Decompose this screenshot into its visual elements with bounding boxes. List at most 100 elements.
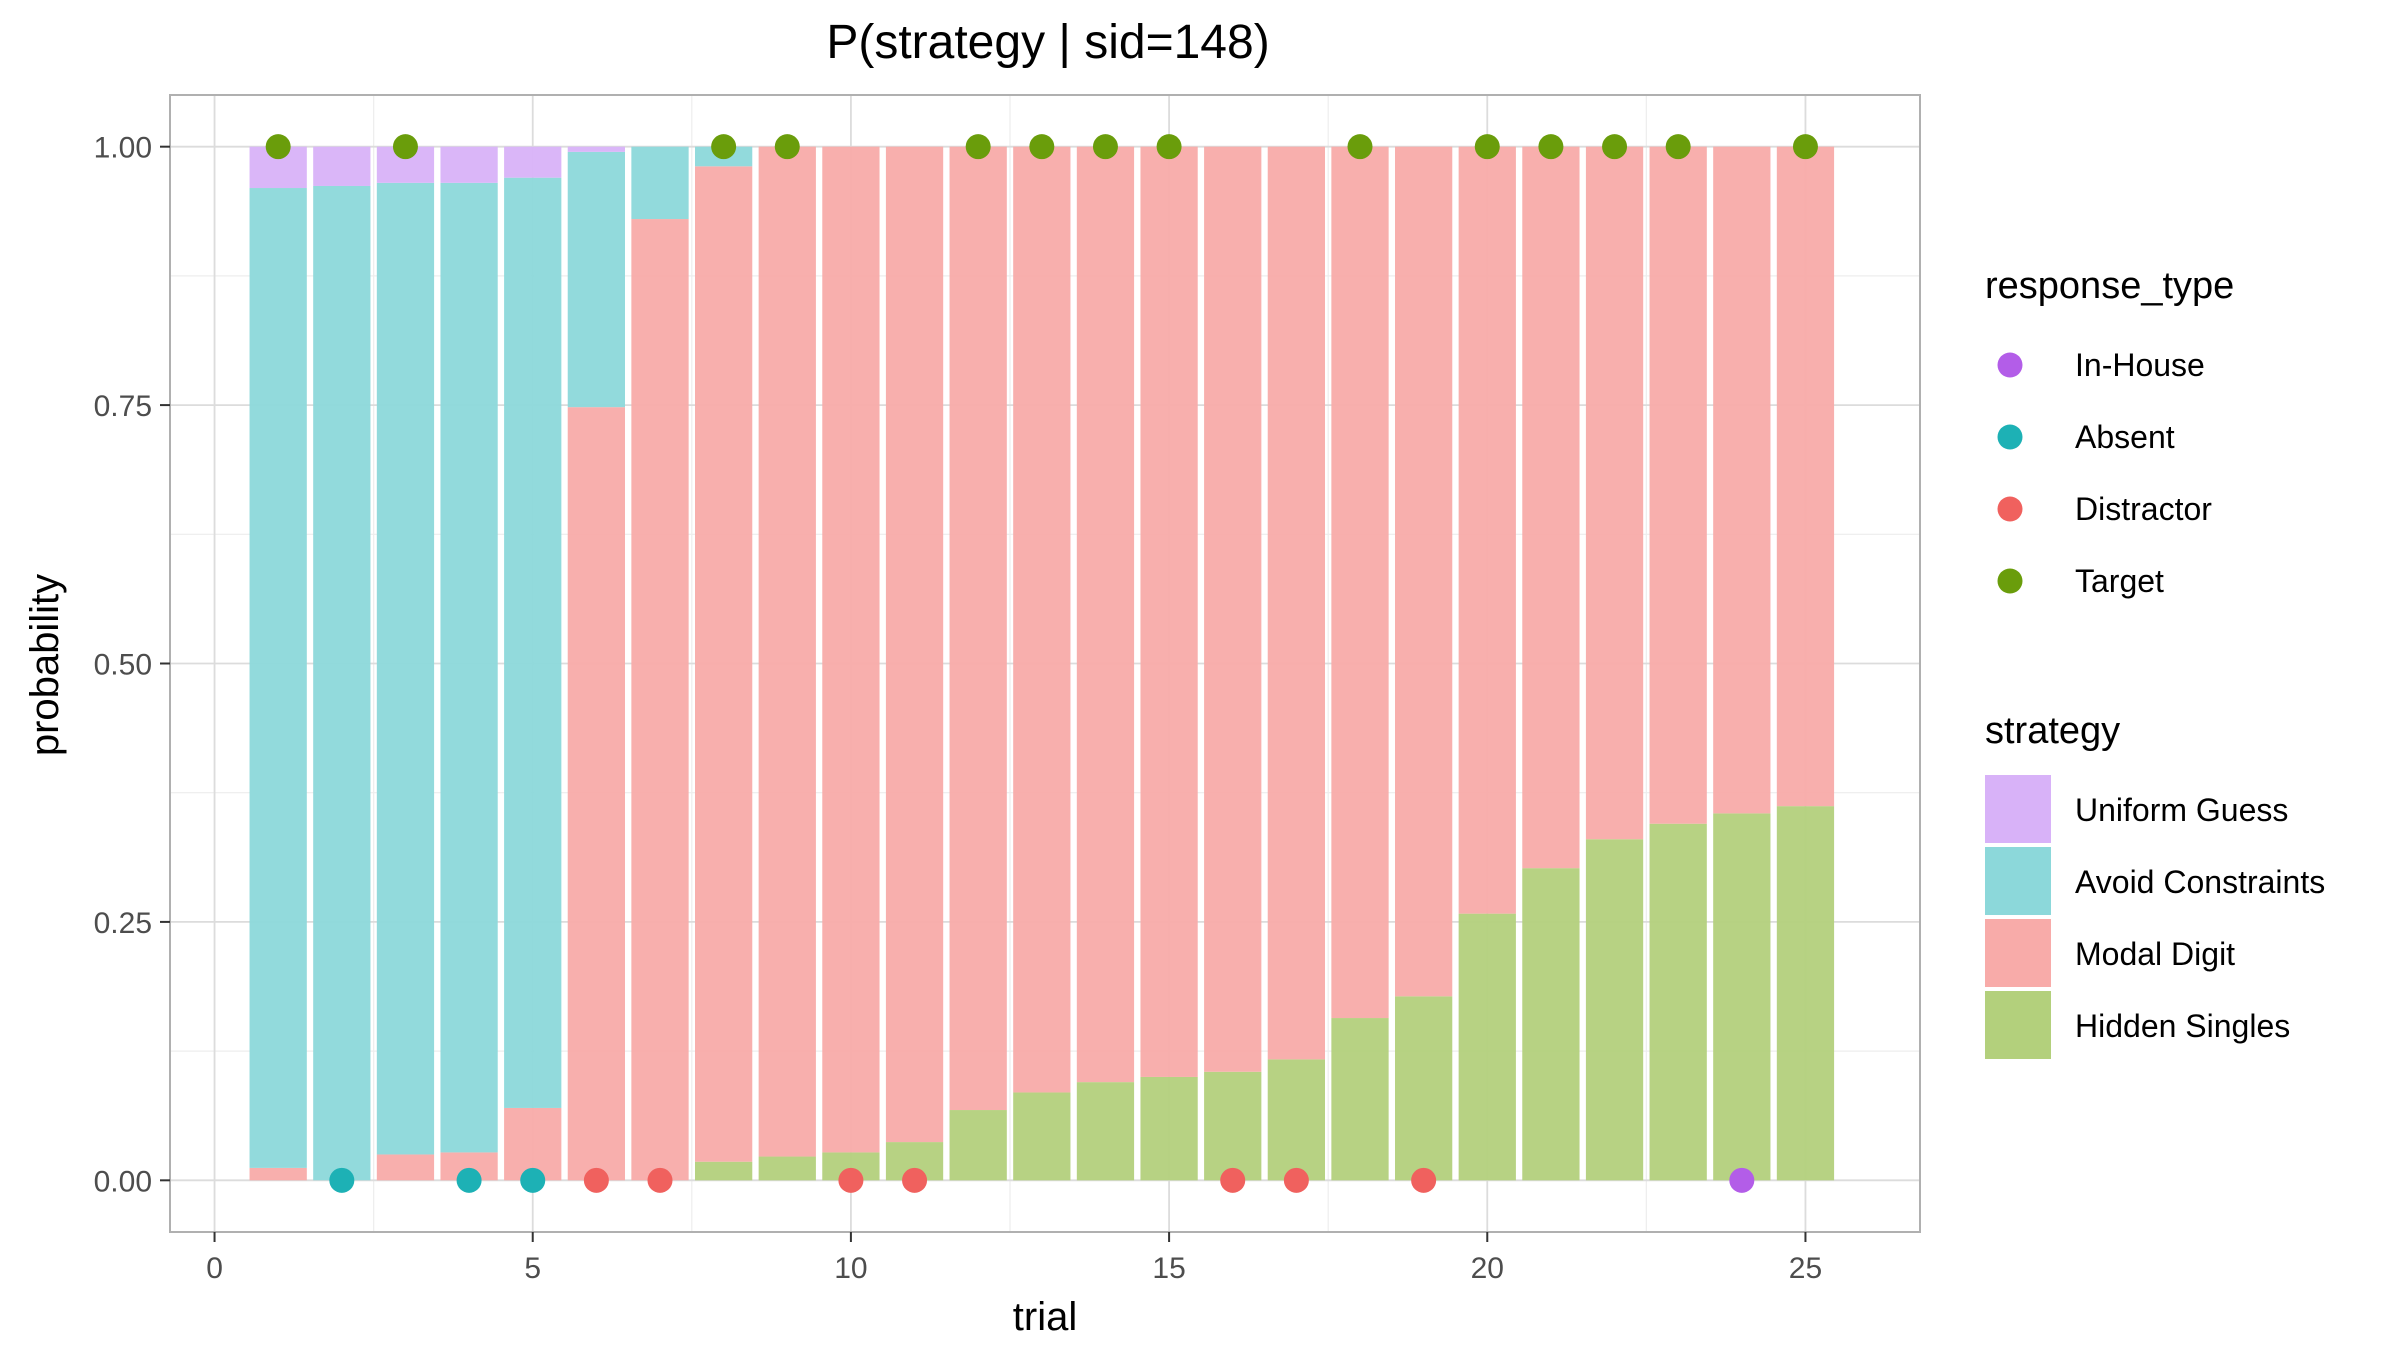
bar-segment-hidden-singles [758, 1156, 816, 1181]
legend-item-in-house: In-House [1997, 347, 2205, 383]
bar-segment-hidden-singles [1522, 868, 1580, 1181]
bar-segment-avoid-constraints [567, 151, 625, 408]
x-tick-label: 20 [1471, 1252, 1504, 1285]
response-point-distractor [1283, 1167, 1309, 1193]
legend-key-dot [1997, 352, 2023, 378]
response-point-target [1347, 134, 1373, 160]
bar-segment-modal-digit [758, 146, 816, 1157]
legend-key-swatch [1985, 775, 2051, 843]
legend-key-dot [1997, 568, 2023, 594]
bar-segment-hidden-singles [695, 1161, 753, 1181]
legend-item-modal-digit: Modal Digit [1985, 919, 2235, 987]
x-tick-label: 25 [1789, 1252, 1822, 1285]
y-tick-label: 0.00 [94, 1165, 152, 1198]
bar-segment-modal-digit [567, 407, 625, 1181]
response-point-absent [520, 1167, 546, 1193]
bar-segment-modal-digit [1522, 146, 1580, 869]
bar-segment-hidden-singles [1395, 996, 1453, 1181]
y-tick-label: 1.00 [94, 132, 152, 165]
bar-segment-modal-digit [1395, 146, 1453, 997]
bar-segment-modal-digit [631, 219, 689, 1181]
x-axis-ticks: 0 5 10 15 20 25 [206, 1232, 1822, 1285]
bar-segment-hidden-singles [1649, 823, 1707, 1181]
legend-key-dot [1997, 424, 2023, 450]
response-point-in-house [1729, 1167, 1755, 1193]
bar-segment-uniform-guess [313, 146, 371, 186]
bar-segment-modal-digit [249, 1167, 307, 1181]
bar-segment-modal-digit [1204, 146, 1262, 1072]
x-tick-label: 15 [1152, 1252, 1185, 1285]
legend-title-response-type: response_type [1985, 265, 2234, 307]
bar-segment-modal-digit [1267, 146, 1325, 1060]
response-point-target [265, 134, 291, 160]
legend-key-dot [1997, 496, 2023, 522]
legend-label: Hidden Singles [2075, 1008, 2290, 1044]
legend-label: In-House [2075, 347, 2205, 383]
bar-segment-hidden-singles [1013, 1092, 1071, 1181]
bar-segment-hidden-singles [1331, 1018, 1389, 1181]
response-point-target [965, 134, 991, 160]
bar-segment-modal-digit [1713, 146, 1771, 814]
response-point-distractor [1220, 1167, 1246, 1193]
bar-segment-hidden-singles [1458, 913, 1516, 1181]
bar-segment-modal-digit [1776, 146, 1835, 807]
bar-segment-modal-digit [1013, 146, 1071, 1093]
chart-title: P(strategy | sid=148) [826, 16, 1269, 69]
bar-segment-avoid-constraints [249, 188, 307, 1168]
x-axis-label: trial [1013, 1295, 1077, 1339]
response-point-distractor [583, 1167, 609, 1193]
bar-segment-uniform-guess [567, 146, 625, 152]
bars [249, 146, 1835, 1181]
legend-label: Absent [2075, 419, 2175, 455]
bar-segment-avoid-constraints [313, 185, 371, 1181]
bar-segment-hidden-singles [1585, 839, 1644, 1181]
response-point-target [1029, 134, 1055, 160]
legend-item-distractor: Distractor [1997, 491, 2212, 527]
bar-segment-avoid-constraints [631, 146, 689, 220]
legend-item-avoid-constraints: Avoid Constraints [1985, 847, 2325, 915]
response-point-distractor [647, 1167, 673, 1193]
legend-label: Target [2075, 563, 2164, 599]
bar-segment-modal-digit [1331, 146, 1389, 1019]
bar-segment-modal-digit [885, 146, 944, 1143]
bar-segment-hidden-singles [1140, 1076, 1198, 1181]
y-axis-label: probability [23, 574, 67, 756]
bar-segment-modal-digit [949, 146, 1007, 1111]
response-point-target [1092, 134, 1118, 160]
bar-segment-avoid-constraints [440, 182, 498, 1153]
legend-label: Avoid Constraints [2075, 864, 2325, 900]
y-tick-label: 0.50 [94, 649, 152, 682]
legend-item-target: Target [1997, 563, 2164, 599]
bar-segment-modal-digit [1458, 146, 1516, 914]
y-tick-label: 0.25 [94, 907, 152, 940]
legend-item-hidden-singles: Hidden Singles [1985, 991, 2290, 1059]
bar-segment-avoid-constraints [376, 182, 435, 1155]
bar-segment-modal-digit [1076, 146, 1135, 1083]
response-point-target [711, 134, 737, 160]
legend-label: Distractor [2075, 491, 2212, 527]
legend-response-type: In-House Absent Distractor Target [1997, 347, 2212, 599]
legend-key-swatch [1985, 847, 2051, 915]
legend-title-strategy: strategy [1985, 710, 2120, 752]
response-point-absent [329, 1167, 355, 1193]
bar-segment-modal-digit [1585, 146, 1644, 840]
legend-key-swatch [1985, 991, 2051, 1059]
legend-strategy: Uniform Guess Avoid Constraints Modal Digi… [1985, 775, 2325, 1059]
bar-segment-hidden-singles [1204, 1071, 1262, 1181]
response-point-target [1474, 134, 1500, 160]
x-tick-label: 5 [524, 1252, 541, 1285]
legend-item-uniform-guess: Uniform Guess [1985, 775, 2288, 843]
response-points [265, 134, 1818, 1193]
response-point-target [1602, 134, 1628, 160]
bar-segment-hidden-singles [1267, 1059, 1325, 1181]
response-point-distractor [1411, 1167, 1437, 1193]
response-point-target [1156, 134, 1182, 160]
bar-segment-modal-digit [822, 146, 880, 1153]
response-point-target [1792, 134, 1818, 160]
response-point-target [392, 134, 418, 160]
y-axis-ticks: 0.00 0.25 0.50 0.75 1.00 [94, 132, 170, 1198]
legend-label: Uniform Guess [2075, 792, 2288, 828]
x-tick-label: 0 [206, 1252, 223, 1285]
bar-segment-hidden-singles [949, 1110, 1007, 1181]
